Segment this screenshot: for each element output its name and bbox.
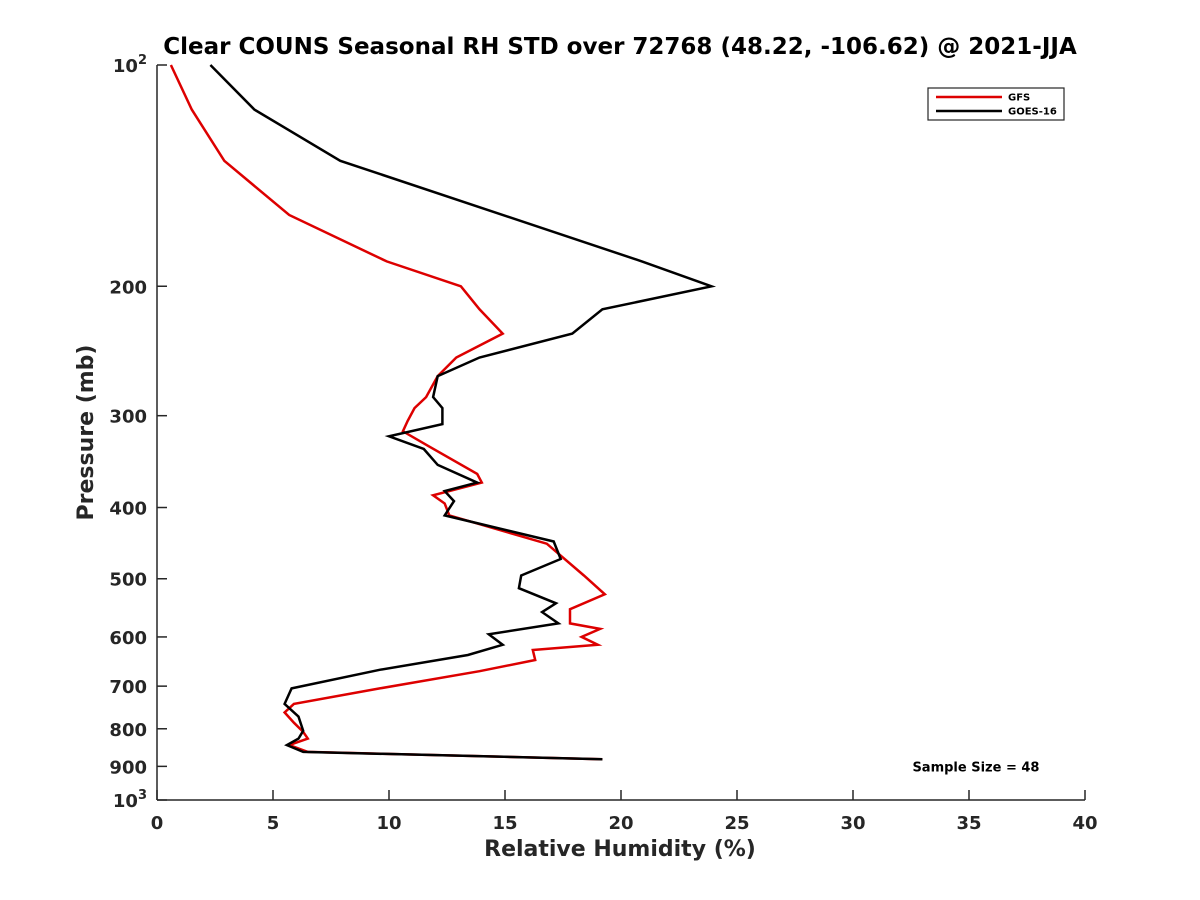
y-tick-label: 600 [109,628,147,649]
x-tick-label: 5 [267,813,280,834]
x-tick-label: 20 [608,813,633,834]
y-tick-label: 500 [109,570,147,591]
plot-area: 0 5 10 15 20 25 30 35 40 102 200 300 400 500 600 700 800… [109,53,1097,834]
x-axis-label: Relative Humidity (%) [484,837,756,862]
x-tick-label: 0 [151,813,164,834]
x-tick-label: 35 [956,813,981,834]
legend-label-gfs: GFS [1008,93,1030,104]
legend: GFS GOES-16 [927,87,1065,121]
legend-label-goes-16: GOES-16 [1008,107,1057,118]
legend-box [927,87,1065,121]
y-tick-label: 300 [109,407,147,428]
y-tick-label: 900 [109,757,147,778]
x-tick-label: 30 [840,813,865,834]
y-tick-label: 800 [109,720,147,741]
series-line-gfs [169,64,608,761]
y-tick-label: 102 [113,53,147,77]
x-tick-label: 40 [1072,813,1097,834]
y-tick-label: 200 [109,277,147,298]
y-tick-label: 103 [113,788,147,812]
chart-title: Clear COUNS Seasonal RH STD over 72768 (… [163,34,1077,60]
x-tick-label: 15 [492,813,517,834]
y-tick-label: 700 [109,677,147,698]
series-line-goes-16 [209,64,717,761]
sample-size-annotation: Sample Size = 48 [912,761,1039,776]
x-tick-label: 25 [724,813,749,834]
y-tick-label: 400 [109,499,147,520]
x-tick-label: 10 [376,813,401,834]
y-axis-label: Pressure (mb) [74,345,99,521]
